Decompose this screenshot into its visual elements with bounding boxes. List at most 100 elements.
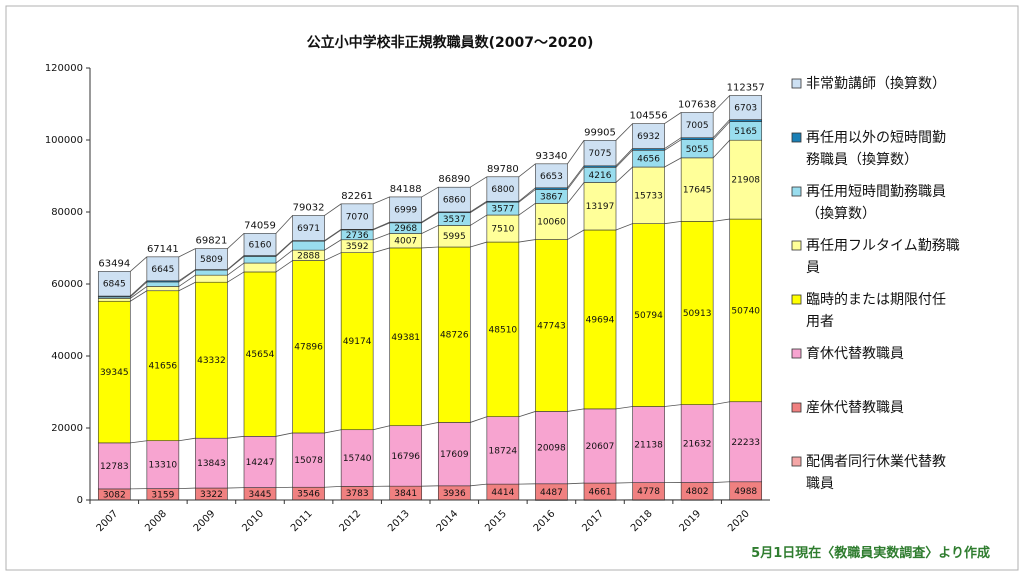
legend-entry-label: 育休代替教職員 bbox=[806, 346, 904, 362]
legend-swatch bbox=[791, 294, 802, 305]
segment-value-label: 5809 bbox=[200, 255, 223, 265]
bar-total-label: 79032 bbox=[293, 202, 325, 213]
bar-total-label: 104556 bbox=[629, 111, 667, 122]
bar-segment bbox=[535, 411, 568, 485]
segment-value-label: 43332 bbox=[197, 356, 226, 366]
segment-value-label: 45654 bbox=[246, 350, 275, 360]
segment-value-label: 3936 bbox=[443, 489, 466, 499]
segment-value-label: 15078 bbox=[294, 456, 323, 466]
bar-segment bbox=[97, 300, 131, 444]
segment-value-label: 17609 bbox=[440, 450, 469, 460]
series-connector-line bbox=[373, 425, 390, 431]
segment-value-label: 48510 bbox=[489, 325, 518, 335]
segment-value-label: 12783 bbox=[100, 462, 129, 472]
segment-value-label: 3577 bbox=[491, 205, 514, 215]
bar-total-label: 112357 bbox=[727, 83, 765, 94]
segment-value-label: 5995 bbox=[443, 232, 466, 242]
bar-segment bbox=[632, 166, 665, 224]
bar-segment bbox=[729, 401, 763, 483]
y-tick-label: 0 bbox=[77, 495, 83, 506]
segment-value-label: 20607 bbox=[586, 442, 615, 452]
legend-swatch bbox=[791, 348, 802, 359]
series-connector-line bbox=[615, 123, 633, 141]
segment-value-label: 7510 bbox=[491, 225, 514, 235]
segment-value-label: 50794 bbox=[634, 311, 663, 321]
series-connector-line bbox=[421, 186, 439, 198]
y-tick-label: 80000 bbox=[51, 207, 83, 218]
legend-swatch bbox=[791, 456, 802, 467]
series-connector-line bbox=[664, 137, 682, 149]
x-tick-label: 2011 bbox=[289, 508, 315, 534]
series-connector-line bbox=[518, 163, 536, 178]
segment-value-label: 41656 bbox=[149, 362, 178, 372]
legend-swatch bbox=[791, 186, 802, 197]
series-connector-line bbox=[130, 281, 148, 298]
segment-value-label: 4487 bbox=[540, 488, 563, 498]
bar-segment bbox=[389, 425, 423, 487]
bar-segment bbox=[632, 123, 665, 149]
series-connector-line bbox=[518, 189, 536, 203]
series-connector-line bbox=[615, 149, 633, 168]
series-connector-line bbox=[567, 482, 585, 485]
bar-total-label: 84188 bbox=[390, 184, 422, 195]
segment-value-label: 2736 bbox=[346, 231, 369, 241]
series-connector-line bbox=[324, 203, 342, 216]
segment-value-label: 3082 bbox=[103, 490, 126, 500]
series-connector-line bbox=[615, 148, 633, 167]
series-connector-line bbox=[227, 435, 245, 439]
legend-entry-label-line2: 職員 bbox=[806, 476, 834, 492]
x-tick-label: 2010 bbox=[240, 508, 266, 534]
bar-segment bbox=[535, 239, 568, 412]
series-connector-line bbox=[615, 223, 633, 231]
y-tick-label: 60000 bbox=[51, 279, 83, 290]
series-connector-line bbox=[227, 271, 245, 283]
segment-value-label: 4216 bbox=[589, 171, 612, 181]
bar-total-label: 82261 bbox=[341, 191, 373, 202]
bars-layer bbox=[97, 95, 763, 501]
segment-value-label: 5165 bbox=[734, 127, 757, 137]
bar-segment bbox=[680, 404, 714, 483]
series-connector-line bbox=[324, 239, 342, 251]
legend-entry-label-line2: 務職員（換算数） bbox=[806, 152, 918, 168]
bar-segment bbox=[437, 186, 471, 213]
bar-segment bbox=[195, 437, 228, 489]
series-connector-line bbox=[275, 215, 293, 234]
bar-segment bbox=[195, 248, 228, 270]
series-connector-line bbox=[712, 95, 731, 113]
series-connector-line bbox=[615, 166, 633, 183]
segment-value-label: 22233 bbox=[731, 438, 760, 448]
series-connector-line bbox=[518, 411, 536, 418]
segment-value-label: 6160 bbox=[249, 240, 272, 250]
bar-segment bbox=[680, 221, 714, 405]
segment-value-label: 21138 bbox=[634, 441, 663, 451]
series-connector-line bbox=[664, 112, 682, 124]
series-connector-line bbox=[664, 157, 682, 168]
bar-total-label: 86890 bbox=[438, 174, 470, 185]
bar-segment bbox=[195, 269, 228, 276]
series-connector-line bbox=[470, 214, 488, 226]
series-connector-line bbox=[178, 269, 196, 283]
series-connector-line bbox=[178, 437, 196, 442]
series-connector-line bbox=[518, 203, 536, 216]
segment-value-label: 4802 bbox=[686, 487, 709, 497]
segment-value-label: 10060 bbox=[537, 217, 566, 227]
series-connector-line bbox=[227, 256, 245, 271]
segment-value-label: 18724 bbox=[489, 446, 518, 456]
bar-segment bbox=[486, 241, 520, 418]
bar-segment bbox=[340, 203, 374, 230]
series-connector-line bbox=[567, 165, 585, 189]
series-connector-line bbox=[372, 221, 390, 230]
bar-segment bbox=[195, 281, 228, 439]
bar-segment bbox=[486, 214, 520, 243]
segment-value-label: 6932 bbox=[637, 132, 660, 142]
x-tick-label: 2016 bbox=[532, 508, 558, 534]
series-connector-line bbox=[713, 401, 730, 406]
bar-segment bbox=[583, 408, 617, 484]
series-connector-line bbox=[324, 252, 342, 261]
source-note: 5月1日現在〈教職員実数調査〉より作成 bbox=[751, 545, 990, 561]
segment-value-label: 13310 bbox=[149, 461, 178, 471]
bar-segment bbox=[535, 163, 568, 189]
series-connector-line bbox=[227, 255, 245, 270]
series-connector-line bbox=[178, 248, 196, 258]
